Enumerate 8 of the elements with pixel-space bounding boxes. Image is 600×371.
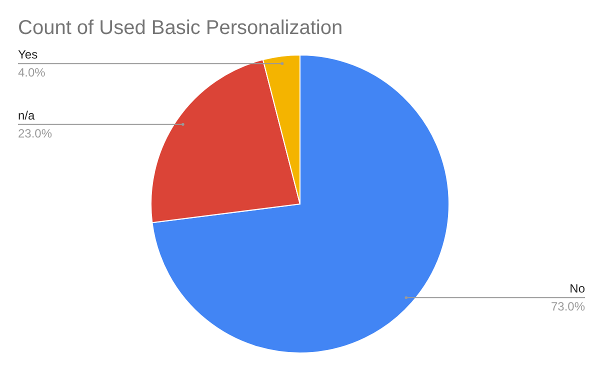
slice-label: n/a: [18, 108, 36, 122]
chart-title: Count of Used Basic Personalization: [18, 17, 343, 39]
pie-slice: [152, 54, 450, 354]
data-label: 23.0%: [18, 126, 52, 140]
data-label: 73.0%: [550, 300, 586, 314]
data-label: 4.0%: [18, 66, 46, 80]
slice-label: Yes: [18, 48, 38, 62]
slice-label: No: [570, 282, 586, 296]
